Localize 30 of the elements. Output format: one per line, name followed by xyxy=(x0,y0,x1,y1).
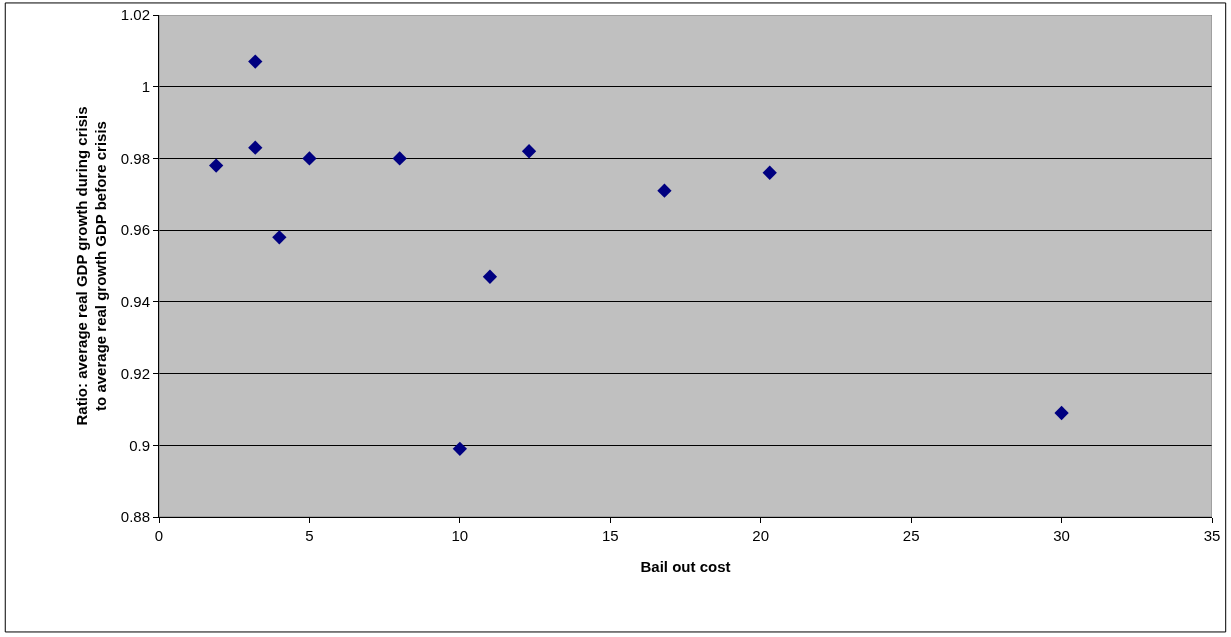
point xyxy=(272,230,287,245)
point xyxy=(248,54,263,69)
point xyxy=(248,140,263,155)
point xyxy=(209,158,224,173)
y-tick-label: 0.98 xyxy=(120,149,150,167)
x-tick-label: 5 xyxy=(305,527,314,544)
y-tick-label: 0.88 xyxy=(120,508,150,526)
x-tick-label: 0 xyxy=(154,527,164,544)
y-tick-label: 0.92 xyxy=(120,364,150,382)
point xyxy=(762,165,777,180)
x-tick-label: 30 xyxy=(1053,527,1070,544)
point xyxy=(482,269,498,284)
point xyxy=(452,441,468,457)
y-tick-label: 0.9 xyxy=(129,436,150,454)
point xyxy=(657,183,672,198)
y-tick-label: 1.02 xyxy=(120,6,150,24)
y-tick-label: 1 xyxy=(141,77,150,95)
x-tick-label: 35 xyxy=(1203,527,1221,544)
x-tick-label: 15 xyxy=(601,527,619,544)
x-tick-label: 20 xyxy=(752,527,770,544)
point xyxy=(521,144,537,159)
y-tick-label: 0.94 xyxy=(120,293,150,311)
x-tick-label: 25 xyxy=(902,527,920,544)
x-tick-label: 10 xyxy=(451,527,469,544)
point xyxy=(392,151,407,166)
y-tick-label: 0.96 xyxy=(120,221,150,239)
point xyxy=(302,151,317,166)
y-axis-title: Ratio: average real GDP growth during crisis to average real growth GDP before crisis xyxy=(72,106,110,426)
x-axis-title: Bail out cost xyxy=(640,558,731,575)
point xyxy=(1054,405,1069,421)
